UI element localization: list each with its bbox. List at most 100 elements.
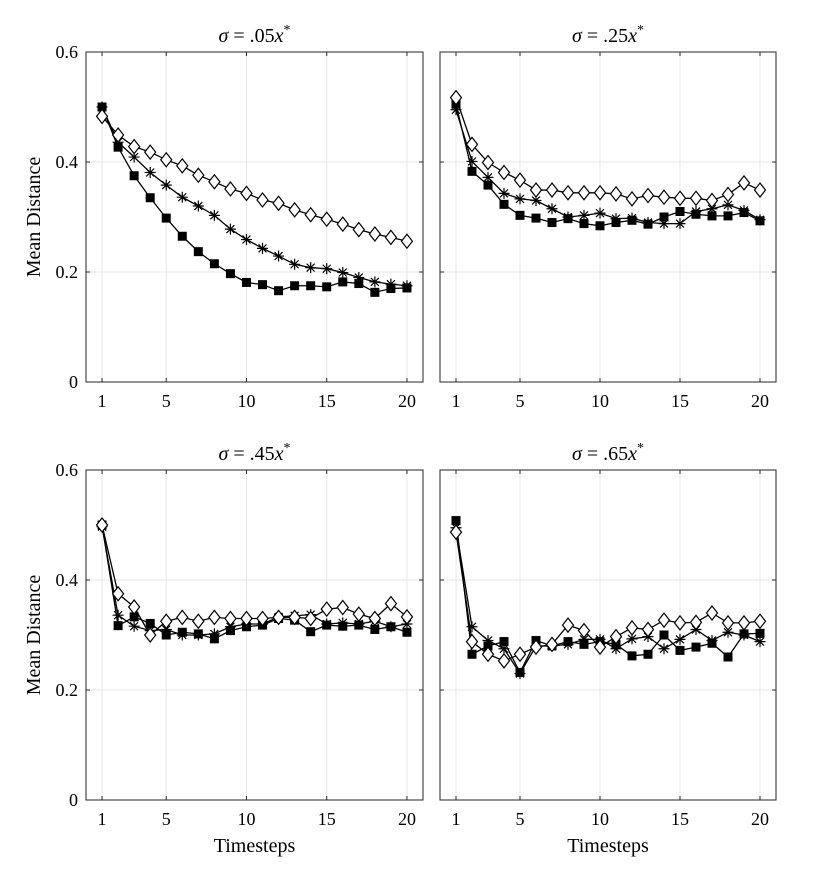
diamond-marker <box>705 605 719 621</box>
panel-title: σ = .05x* <box>218 23 290 47</box>
panel-title: σ = .65x* <box>572 441 644 465</box>
diamond-marker <box>753 182 767 199</box>
diamond-marker <box>304 610 317 627</box>
diamond-marker <box>545 182 559 199</box>
diamond-marker <box>593 639 607 656</box>
diamond-marker <box>753 613 767 630</box>
plot-area <box>86 52 423 382</box>
diamond-marker <box>320 601 333 618</box>
asterisk-marker <box>240 234 252 246</box>
series-diamond <box>449 524 767 669</box>
square-marker <box>129 171 139 181</box>
diamond-marker <box>111 127 125 144</box>
diamond-marker <box>176 157 189 174</box>
diamond-marker <box>304 206 317 223</box>
plot-area <box>440 52 776 382</box>
square-marker <box>595 221 605 231</box>
x-tick-label: 20 <box>751 391 769 411</box>
x-tick-label: 20 <box>398 391 416 411</box>
diamond-marker <box>641 187 655 204</box>
asterisk-marker <box>658 643 670 655</box>
square-marker <box>402 627 412 637</box>
asterisk-marker <box>224 223 236 235</box>
asterisk-marker <box>514 668 526 679</box>
square-marker <box>643 649 653 659</box>
diamond-marker <box>208 173 221 190</box>
asterisk-marker <box>594 207 606 219</box>
diamond-marker <box>593 184 607 201</box>
diamond-marker <box>513 646 527 663</box>
asterisk-marker <box>706 635 718 646</box>
asterisk-marker <box>738 204 750 216</box>
asterisk-marker <box>738 629 750 641</box>
x-tick-label: 15 <box>318 391 336 411</box>
asterisk-marker <box>658 218 670 230</box>
asterisk-marker <box>466 155 478 167</box>
asterisk-marker <box>498 643 510 655</box>
asterisk-marker <box>722 199 734 211</box>
y-tick-label: 0.2 <box>56 262 79 282</box>
asterisk-marker <box>353 618 365 630</box>
asterisk-marker <box>626 212 638 224</box>
square-marker <box>241 277 251 287</box>
diamond-marker <box>288 201 301 218</box>
diamond-marker <box>352 606 366 623</box>
asterisk-marker <box>690 206 702 217</box>
diamond-marker <box>449 524 463 541</box>
square-marker <box>306 281 316 291</box>
square-marker <box>161 213 171 223</box>
asterisk-marker <box>498 187 510 199</box>
asterisk-marker <box>754 636 766 648</box>
diamond-marker <box>689 190 703 207</box>
diamond-marker <box>689 614 703 631</box>
y-tick-label: 0.6 <box>56 42 79 62</box>
x-tick-label: 1 <box>98 809 107 829</box>
square-marker <box>659 630 669 640</box>
panel-2: 1 5 10 15 20σ = .25x* <box>439 23 777 411</box>
diamond-marker <box>737 614 751 631</box>
square-marker <box>627 651 637 661</box>
square-marker <box>723 652 733 662</box>
diamond-marker <box>272 609 285 626</box>
asterisk-marker <box>578 209 590 221</box>
diamond-marker <box>159 613 173 630</box>
diamond-marker <box>272 195 285 212</box>
axes-frame <box>85 469 424 801</box>
asterisk-marker <box>337 617 349 629</box>
x-tick-label: 5 <box>516 391 525 411</box>
diamond-marker <box>240 185 253 202</box>
asterisk-marker <box>562 211 574 223</box>
asterisk-marker <box>385 621 397 633</box>
square-marker <box>306 627 316 637</box>
asterisk-marker <box>578 633 590 645</box>
diamond-marker <box>384 229 398 246</box>
asterisk-marker <box>305 262 317 274</box>
diamond-marker <box>352 221 366 238</box>
asterisk-marker <box>289 258 301 270</box>
diamond-marker <box>320 211 333 228</box>
y-tick-label: 0 <box>69 790 78 810</box>
y-axis-label: Mean Distance <box>23 157 45 278</box>
square-marker <box>467 649 477 659</box>
square-marker <box>225 269 235 279</box>
square-marker <box>290 281 300 291</box>
diamond-marker <box>95 517 109 533</box>
y-tick-label: 0.4 <box>56 152 79 172</box>
y-tick-label: 0.2 <box>56 680 79 700</box>
x-tick-label: 15 <box>671 809 689 829</box>
asterisk-marker <box>208 209 220 221</box>
diamond-marker <box>721 186 735 203</box>
asterisk-marker <box>401 280 413 292</box>
asterisk-marker <box>674 633 686 645</box>
x-axis-label: Timesteps <box>214 835 296 857</box>
diamond-marker <box>481 646 495 663</box>
square-marker <box>531 213 541 223</box>
x-tick-label: 20 <box>398 809 416 829</box>
diamond-marker <box>561 184 575 201</box>
square-marker <box>675 207 685 216</box>
diamond-marker <box>657 612 671 629</box>
diamond-marker <box>111 585 125 602</box>
diamond-marker <box>192 613 205 630</box>
